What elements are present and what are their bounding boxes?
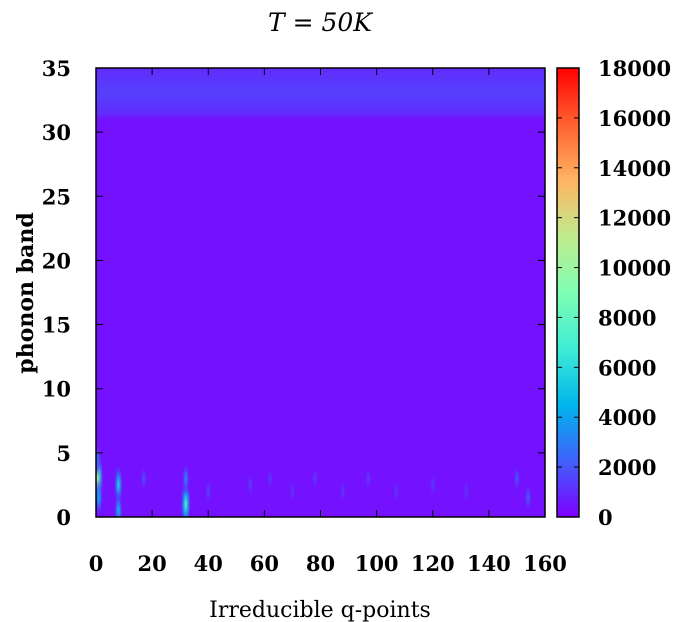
- heatmap-hotspot: [429, 471, 437, 498]
- chart-title: T = 50K: [267, 8, 372, 37]
- colorbar-tick-label: 18000: [598, 56, 671, 81]
- heatmap-hotspot: [140, 464, 148, 493]
- y-axis-label: phonon band: [13, 212, 39, 373]
- y-tick-label: 35: [42, 56, 71, 81]
- heatmap-hotspot: [181, 461, 190, 496]
- heatmap-hotspot: [311, 465, 319, 492]
- colorbar-tick-label: 16000: [598, 106, 671, 131]
- heatmap-hotspot: [266, 465, 274, 492]
- heatmap-hotspot: [339, 478, 347, 505]
- colorbar-tick-label: 2000: [598, 455, 656, 480]
- heatmap-hotspot: [246, 471, 254, 499]
- heatmap-hotspot: [204, 477, 212, 505]
- colorbar: [556, 67, 580, 518]
- heatmap-hotspot: [288, 478, 296, 505]
- heatmap-hotspot: [96, 443, 102, 476]
- x-tick-label: 120: [411, 551, 455, 576]
- x-tick-label: 100: [355, 551, 399, 576]
- x-axis-label: Irreducible q-points: [209, 598, 431, 622]
- x-tick-label: 20: [138, 551, 167, 576]
- heatmap-hotspot: [392, 478, 400, 505]
- y-tick-label: 0: [56, 505, 71, 530]
- x-tick-label: 40: [194, 551, 223, 576]
- x-tick-label: 80: [306, 551, 335, 576]
- heatmap-hotspot: [524, 482, 532, 513]
- y-tick-label: 10: [42, 377, 71, 402]
- colorbar-tick-label: 10000: [598, 256, 671, 281]
- y-tick-label: 25: [42, 184, 71, 209]
- heatmap-background: [96, 68, 545, 517]
- x-axis: 0 20 40 60 80 100 120 140 160: [89, 68, 567, 576]
- x-tick-label: 0: [89, 551, 104, 576]
- heatmap-hotspot: [113, 490, 124, 517]
- y-tick-label: 5: [56, 441, 71, 466]
- y-axis: 0 5 10 15 20 25 30 35: [42, 56, 545, 530]
- colorbar-tick-label: 14000: [598, 156, 671, 181]
- colorbar-tick-label: 8000: [598, 305, 656, 330]
- plot-area: [96, 68, 545, 517]
- heatmap-hotspot: [513, 464, 521, 493]
- y-tick-label: 30: [42, 120, 71, 145]
- x-tick-label: 60: [250, 551, 279, 576]
- heatmap-hotspot: [364, 465, 372, 492]
- colorbar-tick-label: 0: [598, 505, 613, 530]
- heatmap-hotspot: [96, 478, 104, 517]
- heatmap-hotspot: [462, 478, 470, 505]
- y-tick-label: 20: [42, 248, 71, 273]
- colorbar-tick-label: 6000: [598, 355, 656, 380]
- y-tick-label: 15: [42, 313, 71, 338]
- x-tick-label: 160: [523, 551, 567, 576]
- colorbar-tick-label: 4000: [598, 405, 656, 430]
- x-tick-label: 140: [467, 551, 511, 576]
- heatmap-band: [96, 68, 545, 120]
- colorbar-tick-label: 12000: [598, 206, 671, 231]
- colorbar-axis: 0 2000 4000 6000 8000 10000 12000 14000 16000 180…: [557, 56, 671, 530]
